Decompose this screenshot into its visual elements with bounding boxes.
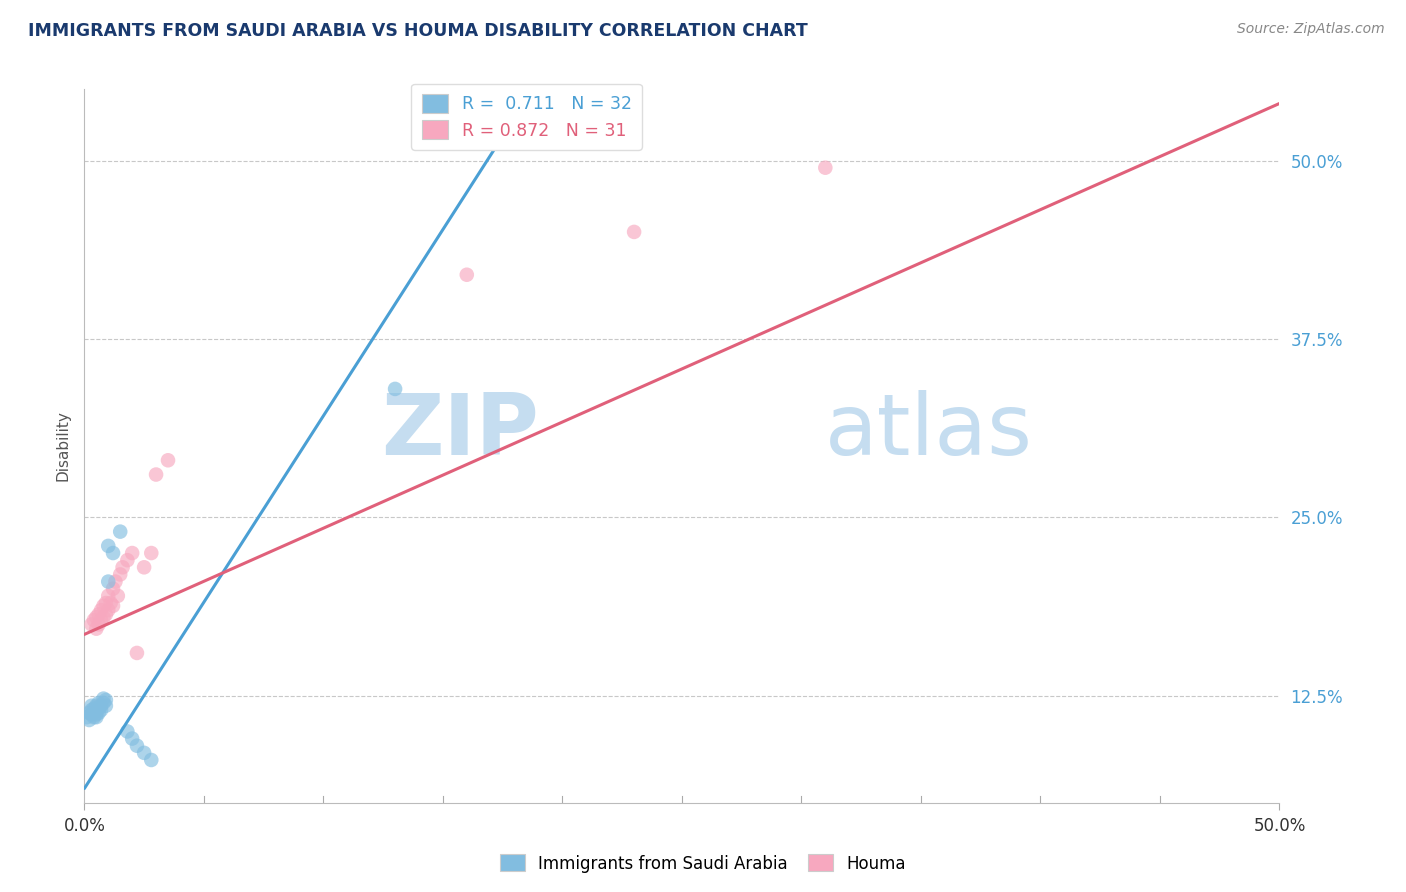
Point [94,693,117,707]
Legend: R =  0.711   N = 32, R = 0.872   N = 31: R = 0.711 N = 32, R = 0.872 N = 31 [411,84,643,150]
Point [86,622,108,636]
Point [100,596,122,610]
Point [86,703,108,717]
Point [97,589,120,603]
Point [90,613,112,627]
Point [93,610,115,624]
Point [141,546,163,560]
Point [97,603,120,617]
Point [77,713,100,727]
Point [87,701,110,715]
Point [117,724,139,739]
Text: Source: ZipAtlas.com: Source: ZipAtlas.com [1237,22,1385,37]
Point [121,731,143,746]
Point [97,539,120,553]
Point [90,698,112,713]
Point [157,453,180,467]
Point [80,617,103,632]
Point [145,467,167,482]
Legend: Immigrants from Saudi Arabia, Houma: Immigrants from Saudi Arabia, Houma [494,847,912,880]
Point [132,560,156,574]
Point [104,574,127,589]
Point [80,703,103,717]
Point [93,691,115,706]
Point [110,524,132,539]
Point [87,607,110,622]
Point [86,610,108,624]
Point [83,706,105,720]
Text: atlas: atlas [825,390,1033,474]
Point [94,607,117,622]
Text: ZIP: ZIP [381,390,538,474]
Point [101,582,124,596]
Point [117,553,139,567]
Point [132,746,156,760]
Point [125,646,148,660]
Point [83,613,105,627]
Point [384,382,406,396]
Point [87,696,110,710]
Point [90,703,112,717]
Point [93,696,115,710]
Point [93,599,115,613]
Point [121,546,143,560]
Point [77,706,100,720]
Point [141,753,163,767]
Point [101,599,124,613]
Point [83,710,105,724]
Point [107,589,129,603]
Point [623,225,645,239]
Text: IMMIGRANTS FROM SAUDI ARABIA VS HOUMA DISABILITY CORRELATION CHART: IMMIGRANTS FROM SAUDI ARABIA VS HOUMA DI… [28,22,808,40]
Point [97,574,120,589]
Point [86,698,108,713]
Point [94,698,117,713]
Point [90,603,112,617]
Point [94,596,117,610]
Point [456,268,478,282]
Point [814,161,837,175]
Point [80,698,103,713]
Point [87,617,110,632]
Point [87,706,110,720]
Point [110,567,132,582]
Point [76,710,98,724]
Point [111,560,134,574]
Point [80,707,103,722]
Point [86,710,108,724]
Point [86,707,108,722]
Point [83,701,105,715]
Point [101,546,124,560]
Y-axis label: Disability: Disability [55,410,70,482]
Point [125,739,148,753]
